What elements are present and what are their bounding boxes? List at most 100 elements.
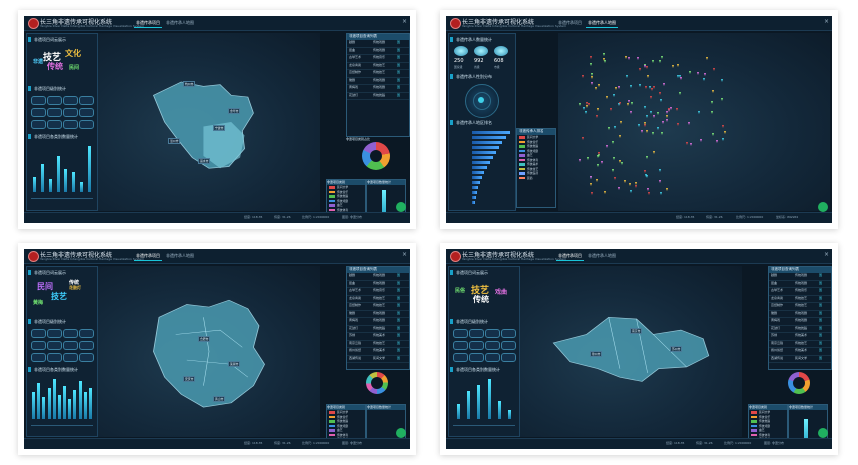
inheritor-pin[interactable] bbox=[643, 122, 646, 126]
inheritor-pin[interactable] bbox=[610, 108, 613, 112]
inheritor-pin[interactable] bbox=[649, 111, 652, 115]
table-row[interactable]: 黄梅戏 传统戏剧 国 bbox=[347, 318, 409, 326]
bar[interactable] bbox=[477, 385, 481, 419]
inheritor-pin[interactable] bbox=[608, 126, 611, 130]
legend-item[interactable]: 民间文学 bbox=[327, 185, 365, 190]
inheritor-pin[interactable] bbox=[647, 74, 650, 78]
inheritor-pin[interactable] bbox=[638, 84, 641, 88]
inheritor-pin[interactable] bbox=[630, 102, 633, 105]
inheritor-pin[interactable] bbox=[723, 130, 726, 134]
inheritor-pin[interactable] bbox=[705, 57, 708, 61]
inheritor-pin[interactable] bbox=[612, 169, 615, 173]
table-row[interactable]: 古琴艺术 传统音乐 国 bbox=[769, 288, 831, 296]
inheritor-pin[interactable] bbox=[628, 183, 631, 187]
legend-item[interactable]: 传统戏剧 bbox=[517, 149, 555, 154]
bar[interactable] bbox=[487, 379, 491, 419]
inheritor-pin[interactable] bbox=[627, 56, 630, 60]
inheritor-pin[interactable] bbox=[587, 156, 590, 160]
inheritor-pin[interactable] bbox=[698, 110, 701, 114]
legend-item[interactable]: 传统体育 bbox=[749, 433, 787, 438]
inheritor-pin[interactable] bbox=[646, 188, 649, 192]
tab-heritage-projects[interactable]: 非遗传承项目 bbox=[558, 20, 582, 25]
inheritor-pin[interactable] bbox=[612, 94, 615, 98]
inheritor-pin[interactable] bbox=[597, 152, 600, 156]
bar[interactable] bbox=[42, 396, 46, 419]
table-row[interactable]: 扬州剪纸 传统美术 国 bbox=[769, 348, 831, 356]
table-row[interactable]: 龙泉青瓷 传统技艺 国 bbox=[347, 63, 409, 70]
inheritor-pin[interactable] bbox=[619, 121, 622, 125]
inheritor-pin[interactable] bbox=[587, 102, 590, 106]
inheritor-pin[interactable] bbox=[669, 106, 672, 110]
legend-item[interactable]: 传统体育 bbox=[327, 208, 365, 213]
inheritor-pin[interactable] bbox=[659, 191, 662, 195]
bar[interactable] bbox=[78, 381, 82, 419]
legend-item[interactable]: 传统医药 bbox=[517, 171, 555, 176]
bar[interactable] bbox=[52, 379, 56, 419]
inheritor-pin[interactable] bbox=[613, 176, 616, 180]
inheritor-pin[interactable] bbox=[722, 138, 725, 142]
bar[interactable] bbox=[63, 385, 67, 419]
inheritor-pin[interactable] bbox=[721, 125, 724, 129]
inheritor-pin[interactable] bbox=[651, 131, 654, 135]
table-row[interactable]: 南京云锦 传统技艺 国 bbox=[347, 341, 409, 348]
inheritor-pin[interactable] bbox=[662, 121, 665, 125]
inheritor-pin[interactable] bbox=[623, 180, 626, 184]
bar[interactable] bbox=[68, 399, 72, 419]
inheritor-pin[interactable] bbox=[591, 72, 594, 76]
map-area[interactable]: 南京市 苏州市 徐州市 bbox=[520, 266, 742, 437]
inheritor-pin[interactable] bbox=[685, 142, 688, 146]
inheritor-pin[interactable] bbox=[640, 130, 643, 134]
legend-item[interactable]: 传统体育 bbox=[517, 158, 555, 163]
inheritor-pin[interactable] bbox=[579, 103, 582, 107]
bar[interactable] bbox=[79, 181, 83, 192]
table-row[interactable]: 花鼓灯 传统舞蹈 国 bbox=[769, 326, 831, 333]
tab-inheritor-map[interactable]: 非遗传承人地图 bbox=[166, 253, 194, 258]
inheritor-pin[interactable] bbox=[601, 161, 604, 165]
inheritor-pin[interactable] bbox=[704, 73, 707, 77]
bar[interactable] bbox=[56, 156, 60, 192]
legend-item[interactable]: 民间文学 bbox=[749, 410, 787, 415]
inheritor-pin[interactable] bbox=[605, 145, 608, 149]
inheritor-pin[interactable] bbox=[603, 58, 606, 62]
inheritor-pin[interactable] bbox=[689, 71, 692, 75]
bar[interactable] bbox=[48, 179, 52, 192]
inheritor-pin[interactable] bbox=[590, 62, 593, 66]
inheritor-pin[interactable] bbox=[675, 107, 678, 111]
inheritor-pin[interactable] bbox=[618, 160, 621, 164]
table-row[interactable]: 古琴艺术 传统音乐 国 bbox=[347, 288, 409, 296]
inheritor-pin[interactable] bbox=[598, 84, 601, 88]
table-row[interactable]: 苏绣 传统美术 国 bbox=[347, 333, 409, 341]
table-row[interactable]: 越剧 传统戏剧 国 bbox=[769, 273, 831, 281]
table-row[interactable]: 黄梅戏 传统戏剧 国 bbox=[347, 85, 409, 93]
legend-item[interactable]: 曲艺 bbox=[517, 153, 555, 158]
inheritor-pin[interactable] bbox=[652, 151, 655, 155]
legend-item[interactable]: 传统体育 bbox=[327, 433, 365, 438]
inheritor-pin[interactable] bbox=[619, 102, 622, 106]
legend-item[interactable]: 曲艺 bbox=[327, 428, 365, 433]
inheritor-pin[interactable] bbox=[659, 60, 662, 64]
inheritor-pin[interactable] bbox=[710, 111, 713, 115]
legend-item[interactable]: 传统音乐 bbox=[749, 415, 787, 420]
inheritor-pin[interactable] bbox=[678, 92, 681, 96]
inheritor-pin[interactable] bbox=[667, 108, 670, 112]
inheritor-pin[interactable] bbox=[712, 90, 715, 94]
inheritor-pin[interactable] bbox=[643, 105, 646, 109]
table-row[interactable]: 徽剧 传统戏剧 国 bbox=[769, 311, 831, 318]
inheritor-pin[interactable] bbox=[591, 191, 594, 195]
map-area[interactable]: 杭州市 宁波市 温州市 丽水市 金华市 bbox=[98, 33, 320, 211]
inheritor-pin[interactable] bbox=[585, 104, 588, 108]
inheritor-pin[interactable] bbox=[666, 118, 669, 122]
table-row[interactable]: 宣纸制作 传统技艺 国 bbox=[769, 303, 831, 311]
inheritor-pin[interactable] bbox=[619, 134, 622, 138]
inheritor-pin[interactable] bbox=[648, 191, 651, 195]
legend-item[interactable]: 民俗 bbox=[517, 176, 555, 181]
inheritor-pin[interactable] bbox=[702, 77, 705, 81]
inheritor-pin[interactable] bbox=[645, 114, 648, 118]
table-row[interactable]: 西湖传说 民间文学 国 bbox=[347, 356, 409, 363]
table-row[interactable]: 越剧 传统戏剧 国 bbox=[347, 273, 409, 281]
inheritor-pin[interactable] bbox=[653, 115, 656, 119]
close-icon[interactable]: × bbox=[823, 251, 829, 258]
inheritor-pin[interactable] bbox=[603, 190, 606, 194]
green-action-button[interactable] bbox=[818, 428, 828, 438]
inheritor-pin[interactable] bbox=[583, 107, 586, 111]
